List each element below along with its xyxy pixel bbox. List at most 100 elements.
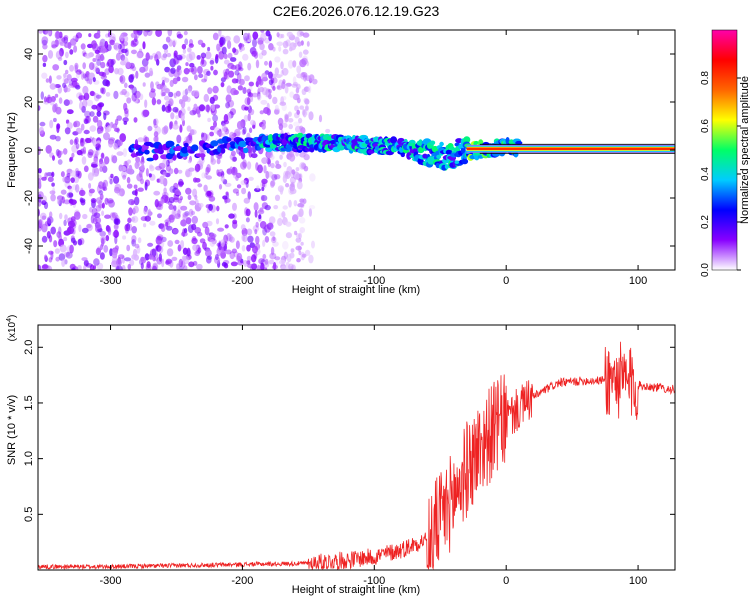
heatmap-cell <box>131 239 137 247</box>
heatmap-cell <box>218 131 223 137</box>
heatmap-cell <box>241 187 247 195</box>
heatmap-cell <box>252 245 258 254</box>
heatmap-cell <box>254 229 258 235</box>
heatmap-cell <box>228 70 235 78</box>
heatmap-cell <box>225 249 232 255</box>
heatmap-cell <box>132 38 139 47</box>
x-tick-label: -100 <box>363 275 385 287</box>
heatmap-cell <box>83 129 90 135</box>
snr-panel: -300 -200 -100 0 100 0.5 1.0 1.5 2.0 Height of … <box>6 315 676 596</box>
heatmap-cell <box>231 248 237 254</box>
heatmap-cell <box>108 65 114 74</box>
heatmap-cell <box>101 238 105 247</box>
heatmap-cell <box>186 189 191 195</box>
heatmap-cell <box>268 60 273 69</box>
heatmap-cell <box>281 67 289 76</box>
heatmap-cell <box>301 88 307 96</box>
y-tick-label: 20 <box>23 96 35 108</box>
heatmap-cell <box>82 99 88 108</box>
x-tick-label: 0 <box>503 575 509 587</box>
heatmap-cell <box>107 225 111 233</box>
x-tick-label: -300 <box>100 275 122 287</box>
heatmap-cell <box>278 123 284 131</box>
heatmap-cell <box>113 143 118 150</box>
x-tick-label: 0 <box>503 275 509 287</box>
heatmap-cell <box>68 99 73 105</box>
heatmap-cell <box>168 214 175 223</box>
heatmap-cell <box>87 151 93 158</box>
heatmap-cell <box>193 103 198 109</box>
heatmap-cell <box>247 263 254 269</box>
heatmap-cell <box>188 208 194 217</box>
heatmap-cell <box>143 223 147 228</box>
heatmap-cell <box>215 53 219 60</box>
heatmap-cell <box>173 182 179 190</box>
heatmap-cell <box>171 227 179 235</box>
heatmap-cell <box>218 169 224 174</box>
heatmap-cell <box>191 215 198 224</box>
heatmap-cell <box>225 94 232 103</box>
heatmap-cell <box>95 150 99 160</box>
heatmap-cell <box>156 257 163 265</box>
heatmap-cell <box>213 69 218 76</box>
heatmap-cell <box>221 122 226 132</box>
heatmap-cell <box>46 231 51 239</box>
heatmap-cell <box>299 227 306 233</box>
heatmap-cell <box>113 42 121 51</box>
heatmap-cell <box>71 152 75 158</box>
heatmap-cell <box>80 123 85 131</box>
heatmap-cell <box>272 236 276 241</box>
heatmap-cell <box>233 35 241 44</box>
heatmap-cell <box>66 109 74 115</box>
heatmap-cell <box>250 94 254 103</box>
heatmap-cell <box>292 214 299 223</box>
heatmap-cell <box>243 147 249 154</box>
heatmap-cell <box>75 170 80 178</box>
heatmap-cell <box>48 75 52 84</box>
heatmap-cell <box>273 205 279 210</box>
heatmap-cell <box>223 114 229 123</box>
heatmap-cell <box>229 251 235 260</box>
heatmap-cell <box>96 119 103 129</box>
heatmap-cell <box>88 78 93 85</box>
heatmap-cell <box>390 136 398 144</box>
heatmap-cell <box>293 121 300 127</box>
heatmap-cell <box>85 263 93 268</box>
heatmap-cell <box>172 106 179 113</box>
heatmap-cell <box>247 235 254 243</box>
heatmap-cell <box>150 88 156 93</box>
heatmap-cell <box>197 231 203 237</box>
heatmap-cell <box>236 191 240 196</box>
colorbar-label: Normalized spectral amplitude <box>739 76 750 224</box>
heatmap-cell <box>288 263 294 270</box>
heatmap-cell <box>238 61 243 70</box>
heatmap-cell <box>255 59 260 69</box>
heatmap-cell <box>124 224 129 232</box>
heatmap-cell <box>262 239 266 247</box>
heatmap-cell <box>246 228 253 236</box>
heatmap-cell <box>249 127 253 134</box>
heatmap-cell <box>238 140 247 148</box>
heatmap-cell <box>252 124 256 129</box>
colorbar-tick-label: 0.8 <box>700 71 711 85</box>
heatmap-cell <box>146 261 151 269</box>
heatmap-y-ticks: -40 -20 0 20 40 <box>23 48 675 254</box>
heatmap-cell <box>260 262 265 270</box>
heatmap-cell <box>193 90 200 98</box>
heatmap-cell <box>149 55 153 60</box>
heatmap-cell <box>38 219 44 227</box>
heatmap-cell <box>270 236 277 243</box>
heatmap-cell <box>103 132 110 141</box>
heatmap-cell <box>51 44 57 49</box>
heatmap-cell <box>120 54 126 62</box>
heatmap-cell <box>297 203 304 208</box>
heatmap-cell <box>268 259 275 265</box>
heatmap-cell <box>140 262 144 270</box>
heatmap-cell <box>56 231 62 239</box>
heatmap-cell <box>82 150 87 155</box>
heatmap-cell <box>188 43 194 48</box>
heatmap-cell <box>84 53 92 59</box>
heatmap-cell <box>255 235 260 245</box>
heatmap-cell <box>287 59 294 69</box>
